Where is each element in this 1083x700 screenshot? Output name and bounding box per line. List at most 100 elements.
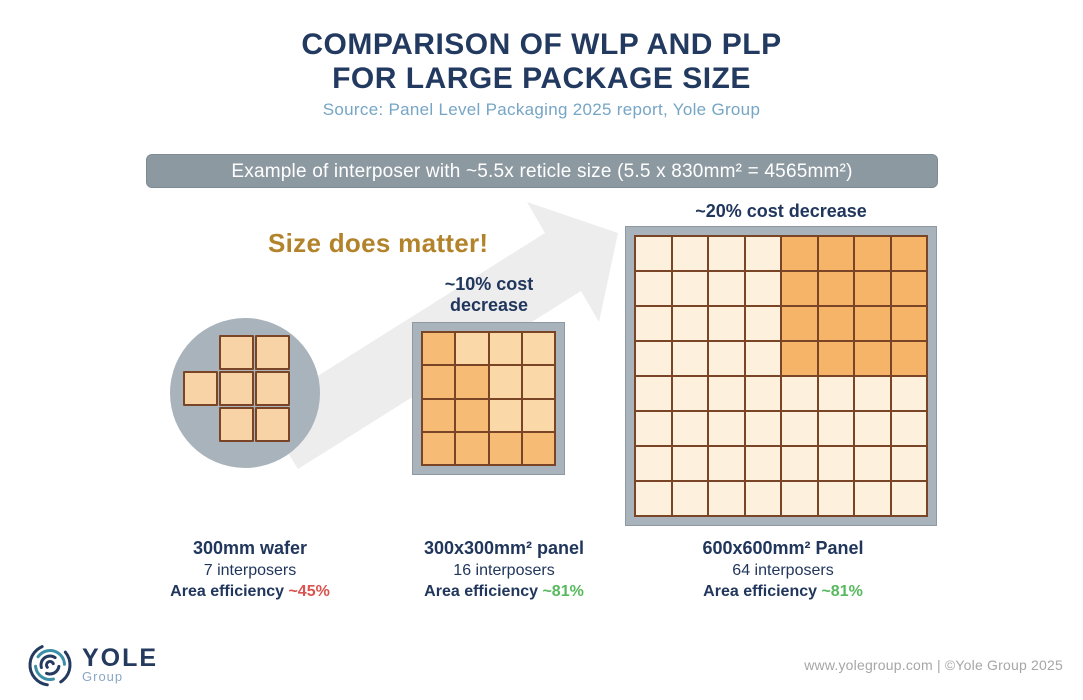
interposer-die [672, 377, 707, 410]
interposer-die [423, 399, 455, 431]
interposer-die [855, 307, 890, 340]
caption-panel-600-efficiency: Area efficiency ~81% [661, 581, 905, 602]
interposer-die [672, 447, 707, 480]
interposer-die [745, 377, 780, 410]
interposer-die [636, 342, 671, 375]
interposer-die [456, 333, 488, 365]
caption-wafer-efficiency: Area efficiency ~45% [135, 581, 365, 602]
page-title-line2: FOR LARGE PACKAGE SIZE [332, 62, 751, 95]
interposer-die [782, 237, 817, 270]
cost-decrease-note-10: ~10% cost decrease [444, 274, 534, 315]
interposer-die [709, 342, 744, 375]
interposer-die [818, 412, 853, 445]
interposer-die [636, 447, 671, 480]
interposer-die [636, 307, 671, 340]
efficiency-value: ~81% [542, 583, 584, 600]
interposer-die [522, 399, 554, 431]
interposer-die [522, 366, 554, 398]
yole-logo-text: YOLE Group [82, 646, 158, 684]
interposer-die [745, 447, 780, 480]
interposer-die [891, 342, 926, 375]
interposer-die [855, 412, 890, 445]
caption-wafer-count: 7 interposers [203, 562, 297, 579]
efficiency-label: Area efficiency [703, 583, 822, 600]
interposer-die [709, 377, 744, 410]
interposer-die [891, 237, 926, 270]
interposer-die [255, 371, 290, 406]
interposer-die [782, 307, 817, 340]
interposer-die [891, 412, 926, 445]
interposer-die [818, 307, 853, 340]
source-subtitle: Source: Panel Level Packaging 2025 repor… [322, 100, 761, 119]
yole-logo-subname: Group [82, 669, 124, 684]
interposer-die [709, 307, 744, 340]
interposer-die [672, 237, 707, 270]
yole-logo: YOLE Group [26, 641, 158, 689]
footer-credit: www.yolegroup.com | ©Yole Group 2025 [804, 657, 1063, 673]
interposer-die [636, 272, 671, 305]
interposer-die [636, 482, 671, 515]
interposer-die [255, 335, 290, 370]
caption-wafer-title: 300mm wafer [192, 538, 308, 558]
interposer-die [672, 307, 707, 340]
interposer-die [255, 407, 290, 442]
panel-600-interposer-grid [634, 235, 928, 517]
interposer-die [672, 412, 707, 445]
interposer-die [456, 432, 488, 464]
interposer-die [818, 482, 853, 515]
cost-decrease-note-20: ~20% cost decrease [695, 201, 867, 221]
interposer-die [219, 335, 254, 370]
interposer-die [219, 407, 254, 442]
interposer-die [522, 333, 554, 365]
interposer-die [818, 447, 853, 480]
wafer-300mm [170, 318, 320, 468]
caption-panel-300: 300x300mm² panel 16 interposers Area eff… [389, 537, 619, 602]
panel-300-interposer-grid [421, 331, 556, 466]
efficiency-label: Area efficiency [424, 583, 543, 600]
caption-panel-300-count: 16 interposers [453, 562, 555, 579]
interposer-die [423, 333, 455, 365]
interposer-die [489, 399, 521, 431]
panel-300x300 [412, 322, 565, 475]
caption-panel-600-title: 600x600mm² Panel [702, 538, 864, 558]
interposer-die [818, 377, 853, 410]
interposer-die [745, 272, 780, 305]
caption-panel-600-count: 64 interposers [732, 562, 834, 579]
interposer-die [636, 412, 671, 445]
yole-swirl-icon [28, 643, 72, 687]
interposer-die [183, 371, 218, 406]
interposer-die [891, 377, 926, 410]
interposer-die [745, 307, 780, 340]
interposer-die [423, 366, 455, 398]
tagline: Size does matter! [268, 228, 489, 258]
interposer-die [855, 482, 890, 515]
interposer-die [636, 237, 671, 270]
interposer-die [782, 447, 817, 480]
interposer-die [489, 366, 521, 398]
interposer-die [709, 272, 744, 305]
page-title: COMPARISON OF WLP AND PLP FOR LARGE PACK… [0, 28, 1083, 96]
interposer-die [818, 342, 853, 375]
efficiency-label: Area efficiency [170, 583, 289, 600]
interposer-die [672, 342, 707, 375]
interposer-die [818, 272, 853, 305]
interposer-die [709, 482, 744, 515]
interposer-die [489, 432, 521, 464]
interposer-die [782, 482, 817, 515]
interposer-die [745, 237, 780, 270]
efficiency-value: ~45% [288, 583, 330, 600]
efficiency-value: ~81% [821, 583, 863, 600]
wafer-interposer-grid [183, 335, 290, 442]
interposer-die [745, 482, 780, 515]
interposer-die [489, 333, 521, 365]
interposer-die [782, 342, 817, 375]
interposer-die [891, 272, 926, 305]
interposer-die [709, 447, 744, 480]
interposer-die [855, 237, 890, 270]
interposer-die [672, 482, 707, 515]
interposer-die [709, 237, 744, 270]
interposer-die [855, 447, 890, 480]
interposer-die [219, 371, 254, 406]
interposer-die [855, 342, 890, 375]
